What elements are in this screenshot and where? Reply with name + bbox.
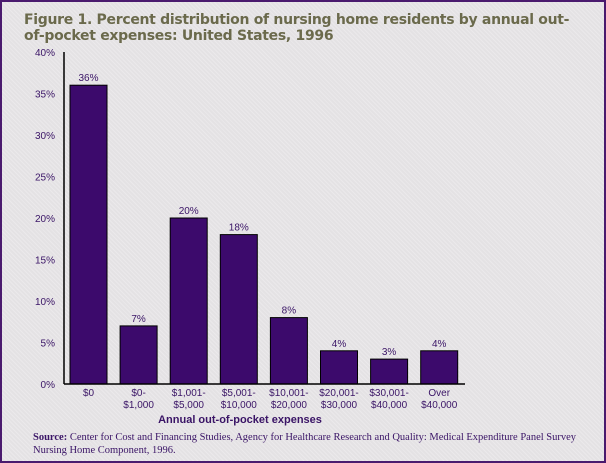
y-tick-label: 10%: [35, 297, 55, 308]
x-tick-label: $10,000: [221, 400, 258, 411]
x-tick-label: Over: [428, 388, 450, 399]
x-tick-label: $1,001-: [172, 388, 206, 399]
y-tick-label: 0%: [41, 380, 56, 391]
data-label: 3%: [382, 347, 397, 358]
bar: [169, 217, 208, 385]
source-text: Center for Cost and Financing Studies, A…: [33, 432, 577, 456]
x-axis: $0 $0-$1,000 $1,001-$5,000 $5,001-$10,000 $1…: [64, 383, 465, 411]
bar: [119, 325, 158, 385]
y-tick-label: 25%: [35, 173, 55, 184]
source-label: Source:: [33, 432, 68, 443]
bar: [420, 350, 459, 385]
bars: 36% 7% 20% 18% 8% 4% 3% 4%: [69, 73, 459, 385]
y-axis: 0% 5% 10% 15% 20% 25% 30% 35% 40%: [35, 48, 65, 391]
x-axis-label: Annual out-of-pocket expenses: [158, 414, 322, 426]
data-label: 4%: [432, 339, 447, 350]
y-tick-label: 20%: [35, 214, 55, 225]
x-tick-label: $30,000: [321, 400, 358, 411]
y-tick-label: 15%: [35, 256, 55, 267]
data-label: 20%: [179, 206, 199, 217]
data-label: 36%: [78, 73, 98, 84]
x-tick-label: $30,001-: [369, 388, 408, 399]
bar: [320, 350, 358, 385]
x-tick-label: $5,001-: [222, 388, 256, 399]
source-note: Source: Center for Cost and Financing St…: [33, 431, 603, 457]
x-tick-label: $20,001-: [319, 388, 358, 399]
x-tick-label: $5,000: [173, 400, 204, 411]
x-tick-label: $0-: [131, 388, 145, 399]
x-tick-label: $20,000: [271, 400, 308, 411]
y-tick-label: 5%: [41, 339, 56, 350]
data-label: 18%: [229, 223, 249, 234]
x-tick-label: $40,000: [371, 400, 408, 411]
x-tick-label: $1,000: [123, 400, 154, 411]
y-tick-label: 35%: [35, 90, 55, 101]
data-label: 7%: [131, 314, 146, 325]
y-tick-label: 30%: [35, 131, 55, 142]
bar: [69, 84, 108, 385]
bar: [269, 317, 308, 385]
x-tick-label: $0: [83, 388, 95, 399]
x-tick-label: $10,001-: [269, 388, 308, 399]
data-label: 8%: [282, 306, 297, 317]
x-tick-label: $40,000: [421, 400, 458, 411]
bar: [219, 234, 258, 385]
bar: [370, 358, 409, 385]
y-tick-label: 40%: [35, 48, 55, 59]
chart-title: Figure 1. Percent distribution of nursin…: [24, 12, 570, 44]
data-label: 4%: [332, 339, 347, 350]
